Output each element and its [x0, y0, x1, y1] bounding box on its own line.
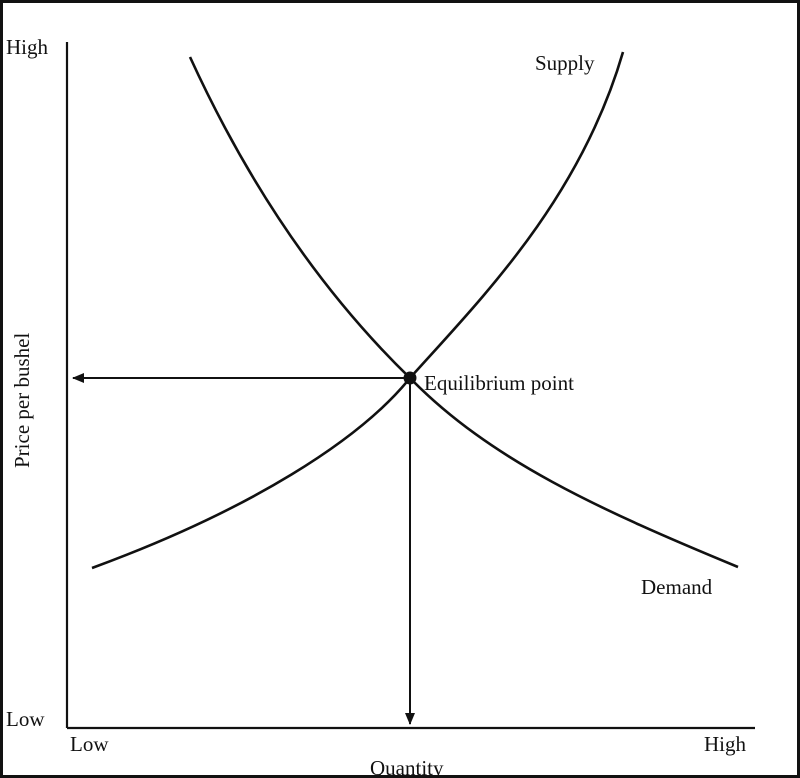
y-axis-high-label: High: [6, 35, 49, 59]
y-axis-low-label: Low: [6, 707, 45, 731]
demand-label: Demand: [641, 575, 713, 599]
supply-curve: [91, 51, 625, 570]
x-axis-high-label: High: [704, 732, 747, 756]
y-axis-title: Price per bushel: [10, 333, 34, 468]
demand-curve: [188, 56, 739, 569]
x-axis-title: Quantity: [370, 756, 444, 778]
equilibrium-dot: [403, 371, 417, 385]
equilibrium-label: Equilibrium point: [424, 371, 574, 395]
supply-label: Supply: [535, 51, 595, 75]
x-axis-low-label: Low: [70, 732, 109, 756]
